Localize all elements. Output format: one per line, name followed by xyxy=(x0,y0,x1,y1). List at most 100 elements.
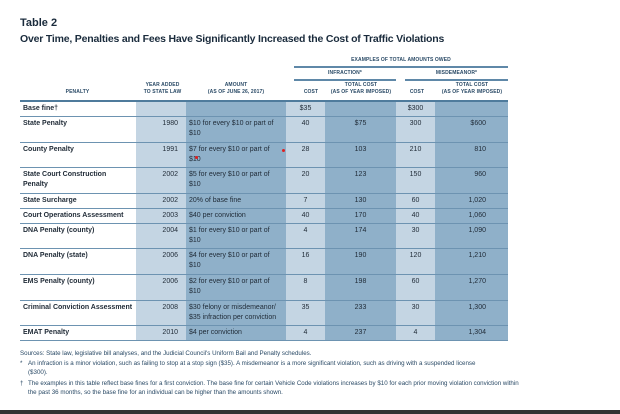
cell-penalty: DNA Penalty (county) xyxy=(20,222,136,248)
header-total-line1: TOTAL COST xyxy=(455,82,489,88)
table-row: EMAT Penalty 2010 $4 per conviction 4 237 4 1,… xyxy=(20,324,508,341)
cell-mis-cost: 150 xyxy=(396,166,435,193)
cell-mis-total: $600 xyxy=(435,115,508,142)
cell-mis-cost: 120 xyxy=(396,247,435,274)
table-row: Base fine† $35 $300 xyxy=(20,100,508,116)
cell-inf-total: 198 xyxy=(325,273,396,300)
cell-amount: $4 per conviction xyxy=(186,324,286,341)
cell-mis-total: 1,300 xyxy=(435,299,508,325)
cell-inf-total: 103 xyxy=(325,141,396,167)
header-amount-line2: (AS OF JUNE 26, 2017) xyxy=(207,89,265,95)
sources-note: Sources: State law, legislative bill ana… xyxy=(20,350,312,357)
cell-mis-cost: 30 xyxy=(396,222,435,248)
header-total-line2: (AS OF YEAR IMPOSED) xyxy=(441,89,503,95)
cell-inf-total: 174 xyxy=(325,222,396,248)
cell-mis-cost: $300 xyxy=(396,100,435,116)
cell-inf-total: $75 xyxy=(325,115,396,142)
header-total-line1: TOTAL COST xyxy=(344,82,378,88)
header-infraction: INFRACTION* xyxy=(328,70,362,76)
cell-mis-total: 1,210 xyxy=(435,247,508,274)
header-year: YEAR ADDED TO STATE LAW xyxy=(135,82,190,96)
footnote-infraction-text: An infraction is a minor violation, such… xyxy=(28,360,476,376)
cell-mis-total: 1,020 xyxy=(435,192,508,208)
cell-mis-total: 1,090 xyxy=(435,222,508,248)
cell-amount: 20% of base fine xyxy=(186,192,286,208)
cell-mis-cost: 210 xyxy=(396,141,435,167)
header-amount-line1: AMOUNT xyxy=(224,82,248,88)
cell-year: 2002 xyxy=(136,192,186,208)
header-year-line2: TO STATE LAW xyxy=(143,89,182,95)
footnote-infraction: * An infraction is a minor violation, su… xyxy=(20,360,490,377)
cell-amount: $40 per conviction xyxy=(186,207,286,223)
cell-mis-cost: 30 xyxy=(396,299,435,325)
table-row: Court Operations Assessment 2003 $40 per c… xyxy=(20,207,508,223)
cell-year: 2002 xyxy=(136,166,186,193)
header-mis-cost: COST xyxy=(409,89,425,95)
footnote-base-fine-text: The examples in this table reflect base … xyxy=(28,380,519,396)
cell-inf-total: 130 xyxy=(325,192,396,208)
cell-year: 2010 xyxy=(136,324,186,341)
cell-inf-total: 170 xyxy=(325,207,396,223)
cell-mis-cost: 60 xyxy=(396,273,435,300)
cell-inf-cost: 8 xyxy=(286,273,325,300)
page-bottom-bar xyxy=(0,410,620,414)
cell-amount: $2 for every $10 or part of $10 xyxy=(186,273,286,300)
cell-penalty: Base fine† xyxy=(20,100,136,116)
table-row: EMS Penalty (county) 2006 $2 for every $10… xyxy=(20,273,508,300)
cell-mis-cost: 4 xyxy=(396,324,435,341)
cell-penalty: State Court Construction Penalty xyxy=(20,166,136,193)
asterisk-mark: * xyxy=(20,360,23,367)
cell-year: 2006 xyxy=(136,273,186,300)
table-title: Over Time, Penalties and Fees Have Signi… xyxy=(20,33,445,45)
cell-amount: $7 for every $10 or part of $10 xyxy=(186,141,286,167)
cell-inf-cost: 40 xyxy=(286,207,325,223)
header-inf-cost: COST xyxy=(303,89,319,95)
cell-inf-cost: 4 xyxy=(286,222,325,248)
header-rule xyxy=(294,66,508,68)
cell-year xyxy=(136,100,186,116)
cell-mis-cost: 40 xyxy=(396,207,435,223)
cell-year: 1980 xyxy=(136,115,186,142)
cell-mis-total: 810 xyxy=(435,141,508,167)
table-row: State Court Construction Penalty 2002 $5 f… xyxy=(20,166,508,193)
cell-mis-total: 1,270 xyxy=(435,273,508,300)
cell-inf-cost: 20 xyxy=(286,166,325,193)
cell-amount xyxy=(186,100,286,116)
cell-year: 2003 xyxy=(136,207,186,223)
header-amount: AMOUNT (AS OF JUNE 26, 2017) xyxy=(186,82,286,96)
header-misdemeanor: MISDEMEANOR* xyxy=(435,70,478,76)
table-row: Criminal Conviction Assessment 2008 $30 fe… xyxy=(20,299,508,325)
cell-inf-cost: $35 xyxy=(286,100,325,116)
cell-penalty: State Surcharge xyxy=(20,192,136,208)
cell-amount: $10 for every $10 or part of $10 xyxy=(186,115,286,142)
cell-amount: $1 for every $10 or part of $10 xyxy=(186,222,286,248)
table-row: State Surcharge 2002 20% of base fine 7 130 6… xyxy=(20,192,508,208)
table-row: County Penalty 1991 $7 for every $10 or pa… xyxy=(20,141,508,167)
cell-inf-total: 233 xyxy=(325,299,396,325)
cell-inf-cost: 7 xyxy=(286,192,325,208)
cell-year: 2004 xyxy=(136,222,186,248)
cell-penalty: Court Operations Assessment xyxy=(20,207,136,223)
cell-penalty: EMS Penalty (county) xyxy=(20,273,136,300)
header-group: EXAMPLES OF TOTAL AMOUNTS OWED xyxy=(351,57,451,63)
cell-amount: $30 felony or misdemeanor/ $35 infractio… xyxy=(186,299,286,325)
cell-amount: $5 for every $10 or part of $10 xyxy=(186,166,286,193)
cell-mis-total: 1,304 xyxy=(435,324,508,341)
cell-inf-cost: 4 xyxy=(286,324,325,341)
cell-amount: $4 for every $10 or part of $10 xyxy=(186,247,286,274)
footnote-base-fine: † The examples in this table reflect bas… xyxy=(20,380,520,397)
cell-penalty: DNA Penalty (state) xyxy=(20,247,136,274)
cell-year: 1991 xyxy=(136,141,186,167)
cell-penalty: Criminal Conviction Assessment xyxy=(20,299,136,325)
cell-mis-total xyxy=(435,100,508,116)
cell-inf-cost: 28 xyxy=(286,141,325,167)
cell-mis-total: 1,060 xyxy=(435,207,508,223)
header-year-line1: YEAR ADDED xyxy=(145,82,180,88)
penalties-table: Base fine† $35 $300 State Penalty 1980 $10 fo… xyxy=(20,100,508,341)
header-total-line2: (AS OF YEAR IMPOSED) xyxy=(330,89,392,95)
dagger-mark: † xyxy=(20,380,24,387)
cell-inf-total: 190 xyxy=(325,247,396,274)
table-row: State Penalty 1980 $10 for every $10 or pa… xyxy=(20,115,508,142)
header-rule xyxy=(405,79,508,81)
cell-mis-total: 960 xyxy=(435,166,508,193)
